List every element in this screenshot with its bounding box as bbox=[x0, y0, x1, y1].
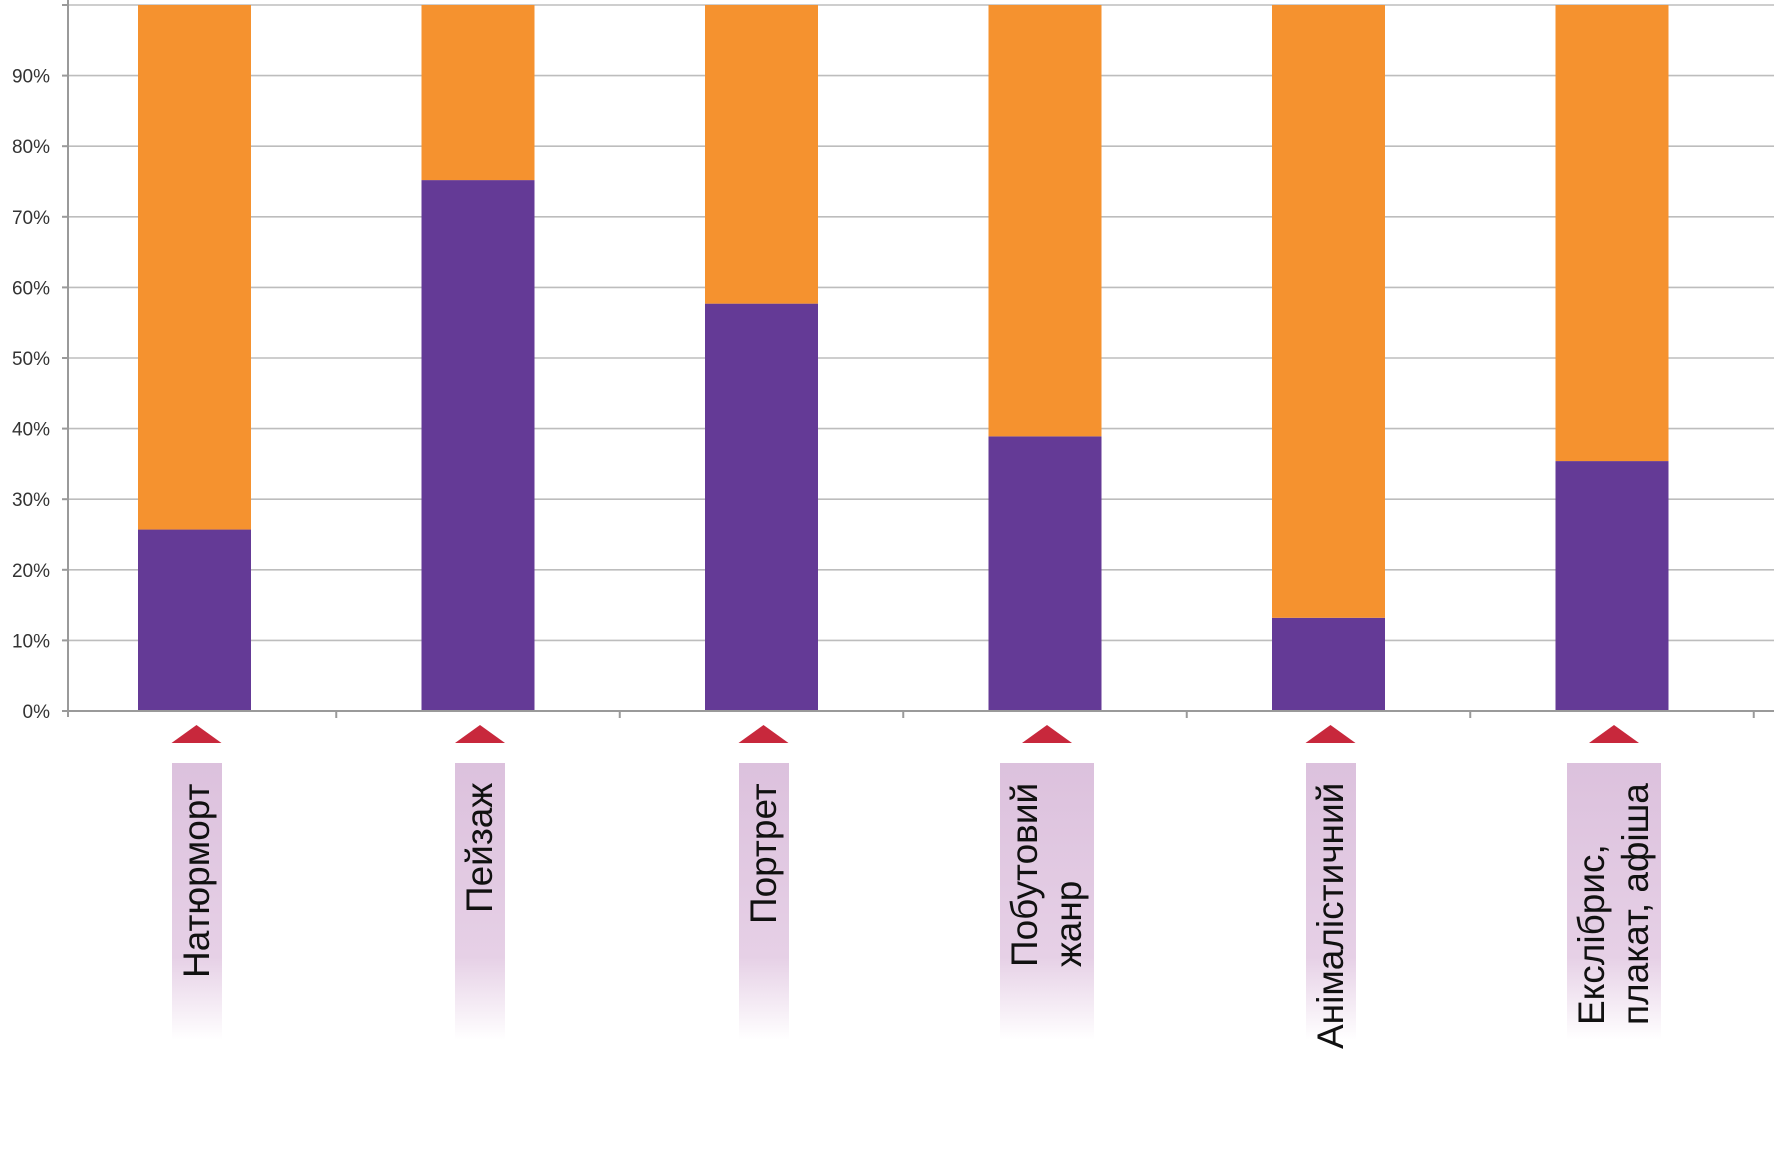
category-label-line: Анімалістичний bbox=[1309, 782, 1351, 1049]
y-tick-label: 0% bbox=[23, 702, 51, 723]
y-tick-label: 60% bbox=[12, 278, 50, 299]
category-label-line: Пейзаж bbox=[459, 782, 500, 913]
category-label-portret: Портрет bbox=[742, 783, 786, 924]
bar-segment-ekslibrys-1 bbox=[1555, 5, 1669, 462]
bar-segment-animalistychnyi-1 bbox=[1272, 5, 1385, 618]
category-label-line: жанр bbox=[1048, 880, 1089, 967]
bar-segment-ekslibrys-0 bbox=[1555, 461, 1669, 711]
category-label-background bbox=[738, 763, 789, 1040]
y-tick-label: 80% bbox=[12, 137, 50, 158]
category-marker-triangle bbox=[1305, 725, 1356, 743]
category-label-line: Побутовий bbox=[1004, 782, 1045, 967]
category-label-background bbox=[171, 763, 222, 1040]
category-label-background bbox=[1567, 763, 1661, 1040]
bar-segment-natyurmort-0 bbox=[138, 529, 251, 711]
bar-segment-portret-1 bbox=[705, 5, 818, 304]
category-marker-triangle bbox=[171, 725, 222, 743]
y-tick-label: 70% bbox=[12, 208, 50, 229]
y-tick-label: 20% bbox=[12, 561, 50, 582]
bar-segment-pobutovyi-0 bbox=[988, 436, 1102, 711]
bar-segment-pobutovyi-1 bbox=[988, 5, 1102, 437]
category-label-animalistychnyi: Анімалістичний bbox=[1309, 783, 1353, 1049]
category-marker-triangle bbox=[1589, 725, 1639, 743]
category-label-pobutovyi: Побутовий жанр bbox=[1003, 783, 1091, 967]
y-tick-label: 40% bbox=[12, 420, 50, 441]
category-label-background bbox=[1305, 763, 1356, 1040]
category-marker-triangle bbox=[1022, 725, 1072, 743]
y-tick-label: 30% bbox=[12, 490, 50, 511]
category-label-background bbox=[1000, 763, 1094, 1040]
bar-segment-peizazh-1 bbox=[421, 5, 535, 181]
category-label-line: плакат, афіша bbox=[1615, 783, 1656, 1025]
category-label-line: Портрет bbox=[742, 783, 784, 924]
y-tick-label: 50% bbox=[12, 349, 50, 370]
y-tick-label: 90% bbox=[12, 67, 50, 88]
bar-segment-natyurmort-1 bbox=[138, 5, 251, 530]
bar-segment-animalistychnyi-0 bbox=[1272, 617, 1385, 711]
category-label-natyurmort: Натюрморт bbox=[175, 784, 219, 979]
bar-segment-portret-0 bbox=[705, 303, 818, 711]
category-label-line: Натюрморт bbox=[175, 783, 217, 979]
category-label-background bbox=[455, 763, 505, 1040]
category-label-peizazh: Пейзаж bbox=[458, 783, 502, 913]
category-label-ekslibrys: Екслібрис, плакат, афіша bbox=[1570, 783, 1658, 1025]
category-marker-triangle bbox=[738, 725, 789, 743]
bar-segment-peizazh-0 bbox=[421, 180, 535, 711]
y-tick-label: 10% bbox=[12, 631, 50, 652]
category-marker-triangle bbox=[455, 725, 505, 743]
category-label-line: Екслібрис, bbox=[1571, 844, 1612, 1025]
